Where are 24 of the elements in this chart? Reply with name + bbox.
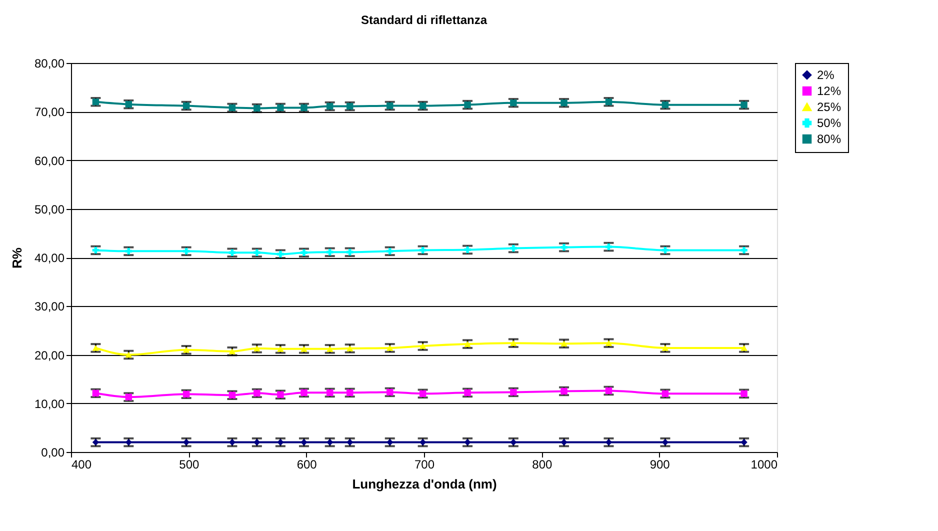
y-tick-label: 80,00 [34, 56, 65, 70]
y-tick-label: 10,00 [34, 396, 65, 411]
legend-label: 12% [817, 84, 842, 98]
x-axis-title: Lunghezza d'onda (nm) [352, 476, 497, 492]
x-tick-label: 1000 [750, 458, 778, 472]
y-tick-label: 60,00 [34, 154, 65, 168]
x-tick-label: 500 [179, 458, 200, 472]
y-tick-label: 30,00 [34, 300, 65, 314]
legend-label: 25% [817, 100, 842, 114]
legend-label: 50% [817, 116, 842, 130]
y-axis-title: R% [9, 247, 24, 268]
y-tick-label: 70,00 [34, 105, 65, 120]
x-tick-label: 800 [532, 458, 552, 472]
chart-title: Standard di riflettanza [360, 13, 488, 27]
y-tick-label: 40,00 [34, 251, 65, 265]
y-tick-label: 0,00 [41, 446, 65, 460]
y-tick-label: 50,00 [34, 202, 65, 216]
y-tick-label: 20,00 [34, 348, 65, 362]
x-tick-label: 400 [72, 458, 92, 472]
x-tick-label: 600 [296, 458, 318, 472]
legend-label: 2% [817, 68, 835, 82]
x-tick-label: 700 [414, 458, 435, 472]
legend-label: 80% [817, 132, 842, 146]
x-tick-label: 900 [650, 458, 670, 472]
